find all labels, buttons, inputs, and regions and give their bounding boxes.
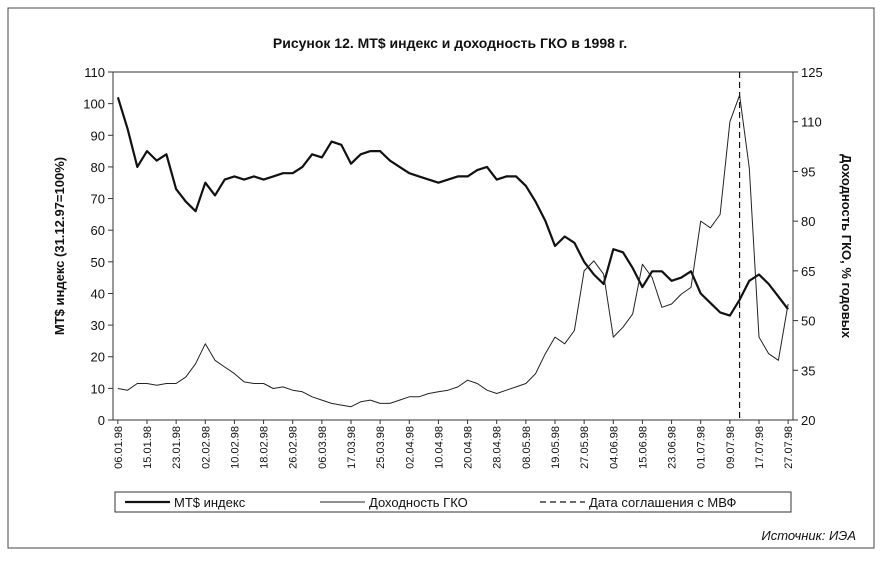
y2-tick-label: 65 — [801, 264, 815, 279]
x-tick-label: 19.05.98 — [550, 426, 562, 469]
y2-tick-label: 20 — [801, 413, 815, 428]
x-tick-label: 17.07.98 — [754, 426, 766, 469]
series-line — [117, 94, 789, 408]
x-tick-label: 09.07.98 — [725, 426, 737, 469]
x-tick-label: 08.05.98 — [521, 426, 533, 469]
source: Источник: ИЭА — [761, 528, 856, 543]
legend — [114, 491, 792, 513]
y-tick-label: 40 — [91, 286, 105, 301]
y-tick-label: 20 — [91, 350, 105, 365]
x-tick-label: 06.01.98 — [113, 426, 125, 469]
x-tick-label: 06.03.98 — [317, 426, 329, 469]
x-tick-label: 15.06.98 — [637, 426, 649, 469]
x-tick-label: 23.01.98 — [171, 426, 183, 469]
legend-label: MT$ индекс — [174, 495, 246, 510]
frame — [7, 7, 875, 549]
x-tick-label: 17.03.98 — [346, 426, 358, 469]
y2-tick-label: 35 — [801, 363, 815, 378]
x-tick-label: 28.04.98 — [492, 426, 504, 469]
x-tick-label: 01.07.98 — [696, 426, 708, 469]
y-tick-label: 10 — [91, 381, 105, 396]
x-tick-label: 25.03.98 — [375, 426, 387, 469]
x-tick-label: 10.02.98 — [229, 426, 241, 469]
y-tick-label: 100 — [83, 97, 105, 112]
x-tick-label: 26.02.98 — [288, 426, 300, 469]
x-tick-label: 20.04.98 — [463, 426, 475, 469]
x-tick-label: 27.05.98 — [579, 426, 591, 469]
y-tick-label: 110 — [84, 65, 105, 80]
x-tick-label: 10.04.98 — [433, 426, 445, 469]
y-tick-label: 30 — [91, 318, 105, 333]
x-tick-label: 23.06.98 — [667, 426, 679, 469]
y2-axis-label: Доходность ГКО, % годовых — [839, 154, 854, 339]
legend-label: Дата соглашения с МВФ — [589, 495, 736, 510]
y-axis-label: MT$ индекс (31.12.97=100%) — [52, 157, 67, 335]
series-line — [116, 96, 789, 317]
y-tick-label: 50 — [91, 255, 105, 270]
y2-tick-label: 110 — [801, 115, 822, 130]
x-tick-label: 18.02.98 — [259, 426, 271, 469]
y-tick-label: 0 — [98, 413, 105, 428]
x-tick-label: 15.01.98 — [142, 426, 154, 469]
chart-title: Рисунок 12. MT$ индекс и доходность ГКО … — [273, 35, 627, 51]
plot-area — [112, 71, 794, 421]
legend-label: Доходность ГКО — [369, 495, 468, 510]
x-tick-label: 04.06.98 — [608, 426, 620, 469]
y-tick-label: 70 — [91, 192, 105, 207]
y-tick-label: 60 — [91, 223, 105, 238]
y2-tick-label: 80 — [801, 214, 815, 229]
y-tick-label: 90 — [91, 128, 105, 143]
x-tick-label: 02.04.98 — [404, 426, 416, 469]
x-tick-label: 02.02.98 — [200, 426, 212, 469]
y2-tick-label: 125 — [801, 65, 823, 80]
y2-tick-label: 50 — [801, 314, 815, 329]
y-tick-label: 80 — [91, 160, 105, 175]
y2-tick-label: 95 — [801, 164, 815, 179]
x-tick-label: 27.07.98 — [783, 426, 795, 469]
